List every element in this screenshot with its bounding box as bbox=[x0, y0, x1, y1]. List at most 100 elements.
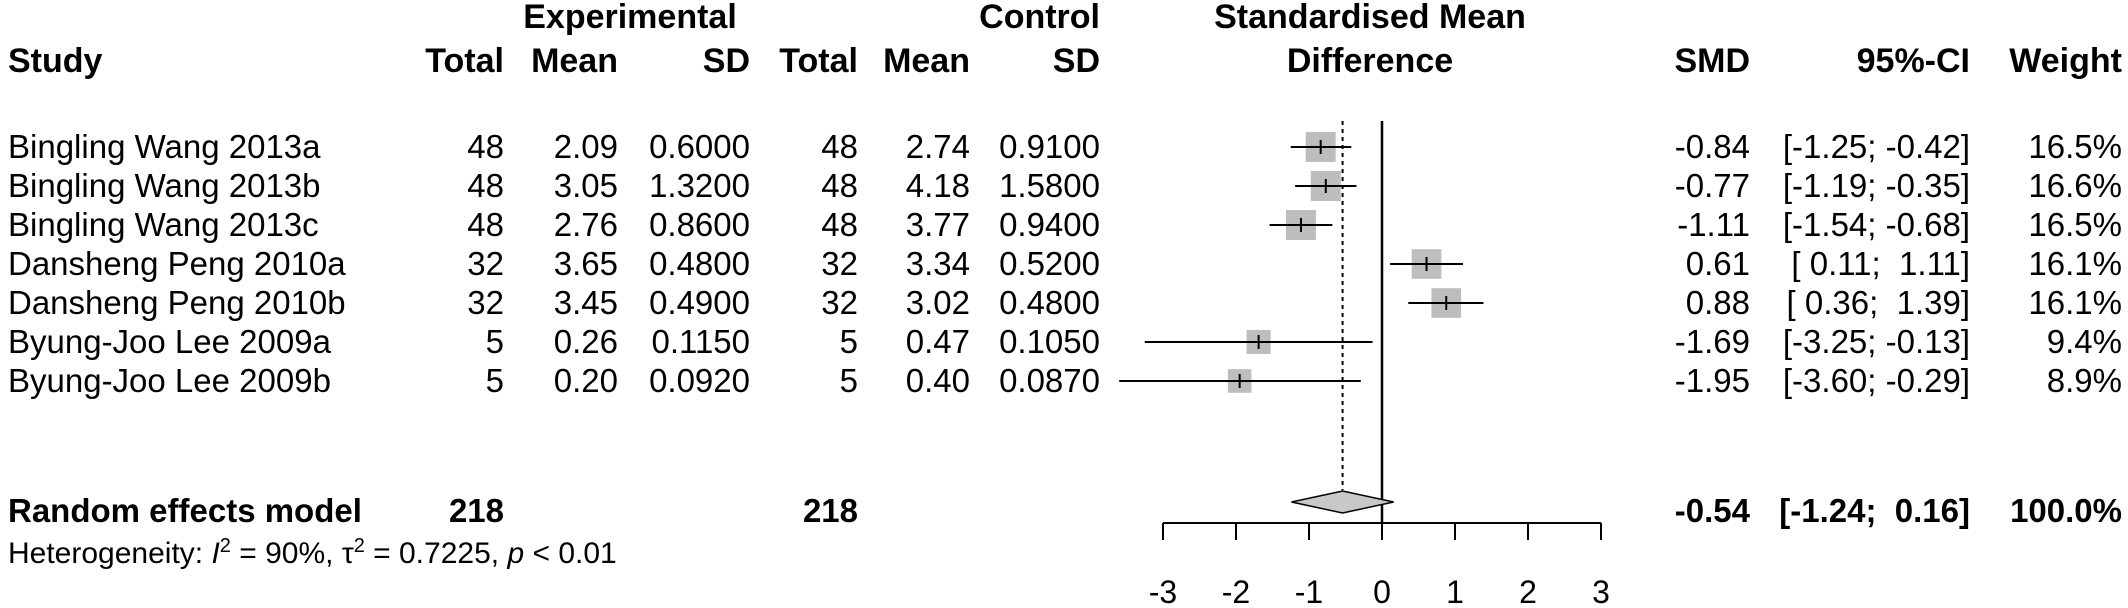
weight-value: 16.1% bbox=[2028, 245, 2122, 282]
weight-value: 16.5% bbox=[2028, 128, 2122, 165]
smd-value: -1.95 bbox=[1674, 362, 1750, 399]
smd-value: 0.88 bbox=[1685, 284, 1750, 321]
study-name: Bingling Wang 2013a bbox=[8, 128, 321, 165]
ctl-mean: 4.18 bbox=[905, 167, 970, 204]
ctl-mean-header: Mean bbox=[883, 42, 970, 80]
study-name: Byung-Joo Lee 2009b bbox=[8, 362, 331, 399]
heterogeneity-text: Heterogeneity: I2 = 90%, τ2 = 0.7225, p … bbox=[8, 536, 617, 569]
x-tick-label: 2 bbox=[1519, 574, 1537, 608]
exp-sd: 1.3200 bbox=[649, 167, 750, 204]
smd-header: SMD bbox=[1674, 42, 1750, 80]
study-name: Bingling Wang 2013b bbox=[8, 167, 321, 204]
ctl-sd-header: SD bbox=[1052, 42, 1100, 80]
ctl-total: 32 bbox=[821, 245, 858, 282]
smd-value: -0.84 bbox=[1674, 128, 1750, 165]
weight-value: 9.4% bbox=[2046, 323, 2122, 360]
ctl-total: 5 bbox=[839, 323, 858, 360]
weight-header: Weight bbox=[2009, 42, 2122, 80]
exp-total: 32 bbox=[467, 245, 504, 282]
exp-mean-header: Mean bbox=[531, 42, 618, 80]
exp-sd: 0.8600 bbox=[649, 206, 750, 243]
ci-value: [ 0.11; 1.11] bbox=[1791, 245, 1970, 282]
ci-header: 95%-CI bbox=[1856, 42, 1970, 80]
ctl-mean: 0.40 bbox=[905, 362, 970, 399]
ctl-total: 5 bbox=[839, 362, 858, 399]
weight-value: 16.5% bbox=[2028, 206, 2122, 243]
p-symbol: p bbox=[507, 537, 525, 570]
p-value: < 0.01 bbox=[524, 537, 617, 570]
exp-mean: 3.65 bbox=[553, 245, 618, 282]
ci-value: [-1.25; -0.42] bbox=[1782, 128, 1970, 165]
exp-mean: 2.09 bbox=[553, 128, 618, 165]
exp-total-header: Total bbox=[425, 42, 504, 80]
ci-value: [ 0.36; 1.39] bbox=[1786, 284, 1970, 321]
smd-value: -0.77 bbox=[1674, 167, 1750, 204]
ctl-mean: 2.74 bbox=[905, 128, 970, 165]
summary-weight: 100.0% bbox=[2010, 492, 2122, 529]
exp-mean: 3.45 bbox=[553, 284, 618, 321]
ctl-sd: 0.9400 bbox=[999, 206, 1100, 243]
weight-value: 16.1% bbox=[2028, 284, 2122, 321]
exp-sd: 0.4900 bbox=[649, 284, 750, 321]
exp-sd: 0.6000 bbox=[649, 128, 750, 165]
i2-superscript: 2 bbox=[219, 535, 231, 557]
ctl-mean: 3.34 bbox=[905, 245, 970, 282]
summary-exp-total: 218 bbox=[448, 492, 504, 529]
ctl-sd: 0.5200 bbox=[999, 245, 1100, 282]
summary-smd: -0.54 bbox=[1674, 492, 1750, 529]
exp-total: 5 bbox=[485, 362, 504, 399]
weight-value: 16.6% bbox=[2028, 167, 2122, 204]
exp-sd-header: SD bbox=[702, 42, 750, 80]
exp-mean: 0.20 bbox=[553, 362, 618, 399]
exp-mean: 2.76 bbox=[553, 206, 618, 243]
summary-ci: [-1.24; 0.16] bbox=[1779, 492, 1970, 529]
ctl-total: 32 bbox=[821, 284, 858, 321]
ctl-sd: 0.0870 bbox=[999, 362, 1100, 399]
ctl-total: 48 bbox=[821, 206, 858, 243]
x-tick-label: -3 bbox=[1149, 574, 1177, 608]
exp-sd: 0.1150 bbox=[651, 323, 750, 360]
study-name: Dansheng Peng 2010a bbox=[8, 245, 346, 282]
x-tick-label: 3 bbox=[1592, 574, 1610, 608]
exp-total: 48 bbox=[467, 206, 504, 243]
x-tick-label: 1 bbox=[1446, 574, 1464, 608]
tau-symbol: τ bbox=[341, 537, 354, 570]
summary-ctl-total: 218 bbox=[802, 492, 858, 529]
study-name: Byung-Joo Lee 2009a bbox=[8, 323, 331, 360]
exp-mean: 0.26 bbox=[553, 323, 618, 360]
ci-value: [-1.54; -0.68] bbox=[1782, 206, 1970, 243]
x-tick-label: 0 bbox=[1373, 574, 1391, 608]
tau-superscript: 2 bbox=[353, 535, 365, 557]
ctl-sd: 0.9100 bbox=[999, 128, 1100, 165]
ctl-mean: 0.47 bbox=[905, 323, 970, 360]
exp-total: 5 bbox=[485, 323, 504, 360]
ctl-total: 48 bbox=[821, 128, 858, 165]
ctl-sd: 0.4800 bbox=[999, 284, 1100, 321]
study-name: Dansheng Peng 2010b bbox=[8, 284, 346, 321]
study-name: Bingling Wang 2013c bbox=[8, 206, 319, 243]
ctl-mean: 3.77 bbox=[905, 206, 970, 243]
ci-value: [-1.19; -0.35] bbox=[1782, 167, 1970, 204]
tau-value: = 0.7225, bbox=[364, 537, 508, 570]
ctl-total-header: Total bbox=[779, 42, 858, 80]
effect-header-line1: Standardised Mean bbox=[1214, 0, 1526, 36]
i2-value: = 90%, bbox=[230, 537, 342, 570]
exp-mean: 3.05 bbox=[553, 167, 618, 204]
exp-total: 48 bbox=[467, 167, 504, 204]
ctl-sd: 1.5800 bbox=[999, 167, 1100, 204]
heterogeneity-prefix: Heterogeneity: bbox=[8, 537, 212, 570]
smd-value: 0.61 bbox=[1685, 245, 1750, 282]
ctl-total: 48 bbox=[821, 167, 858, 204]
ctl-sd: 0.1050 bbox=[999, 323, 1100, 360]
ci-value: [-3.60; -0.29] bbox=[1782, 362, 1970, 399]
pooled-diamond bbox=[1291, 490, 1394, 514]
summary-label: Random effects model bbox=[8, 492, 362, 529]
exp-sd: 0.0920 bbox=[649, 362, 750, 399]
i2-symbol: I bbox=[211, 537, 220, 570]
effect-header-line2: Difference bbox=[1286, 42, 1454, 80]
exp-total: 48 bbox=[467, 128, 504, 165]
experimental-group-header: Experimental bbox=[523, 0, 737, 36]
x-tick-label: -1 bbox=[1295, 574, 1323, 608]
exp-sd: 0.4800 bbox=[649, 245, 750, 282]
